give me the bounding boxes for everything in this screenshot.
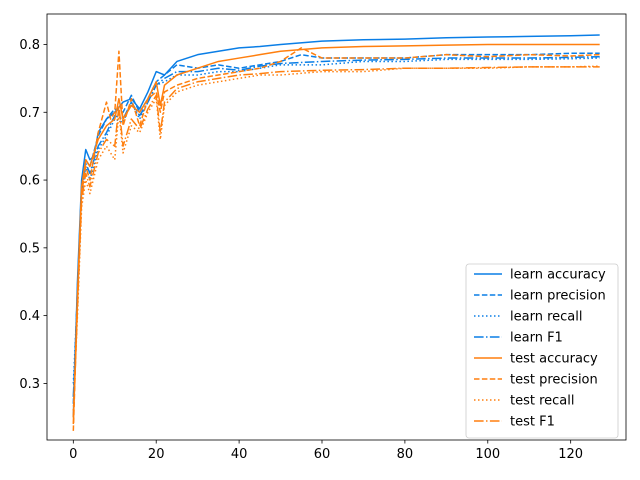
y-tick-label: 0.8 bbox=[19, 38, 40, 53]
y-tick-label: 0.4 bbox=[19, 309, 40, 324]
legend-entry-label: test accuracy bbox=[510, 352, 598, 367]
legend-entry-label: learn precision bbox=[510, 289, 606, 304]
legend-entry-label: test recall bbox=[510, 394, 575, 409]
x-tick-label: 120 bbox=[558, 447, 583, 462]
y-tick-label: 0.3 bbox=[19, 377, 40, 392]
axes-layer: 0 20 40 60 80 100 120 0.3 0.4 0.5 0.6 0.7 0.8 bbox=[19, 13, 627, 462]
x-tick-label: 60 bbox=[314, 447, 331, 462]
x-tick-label: 40 bbox=[231, 447, 248, 462]
y-tick-label: 0.6 bbox=[19, 174, 40, 189]
legend: learn accuracy learn precision learn recal… bbox=[465, 263, 619, 439]
series-line-test-accuracy bbox=[72, 43, 600, 425]
series-line-learn-F1 bbox=[72, 55, 600, 397]
legend-entry-label: test precision bbox=[510, 373, 598, 388]
legend-entry-label: learn accuracy bbox=[510, 268, 606, 283]
series-line-test-precision bbox=[72, 47, 600, 431]
x-tick-label: 20 bbox=[148, 447, 165, 462]
y-tick-label: 0.5 bbox=[19, 241, 40, 256]
x-tick-label: 80 bbox=[397, 447, 414, 462]
series-layer bbox=[72, 34, 600, 431]
legend-box bbox=[465, 263, 619, 439]
x-tick-label: 0 bbox=[69, 447, 77, 462]
series-line-test-F1 bbox=[72, 66, 600, 418]
legend-entry-label: learn F1 bbox=[510, 331, 563, 346]
axes-frame bbox=[46, 13, 627, 441]
legend-entry-label: test F1 bbox=[510, 415, 555, 430]
x-tick-label: 100 bbox=[475, 447, 500, 462]
series-line-learn-recall bbox=[72, 57, 600, 384]
legend-entry-label: learn recall bbox=[510, 310, 582, 325]
y-tick-label: 0.7 bbox=[19, 106, 40, 121]
